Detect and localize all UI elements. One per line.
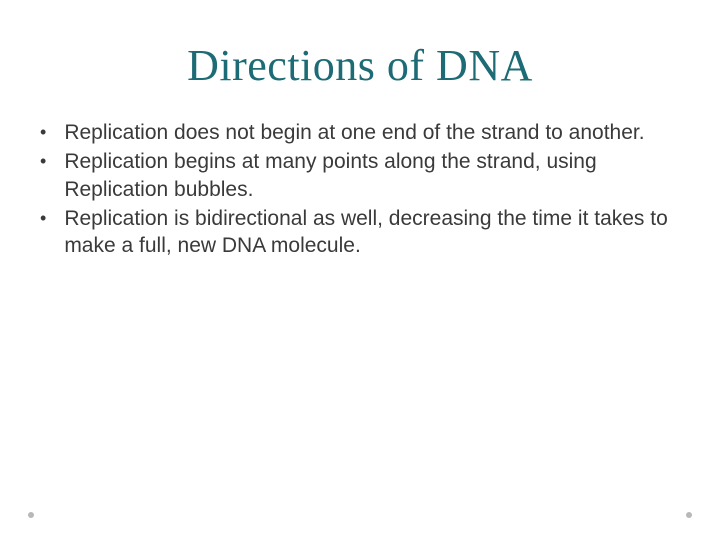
- bullet-text: Replication is bidirectional as well, de…: [64, 205, 680, 260]
- slide-title: Directions of DNA: [30, 40, 690, 91]
- bullet-marker-icon: •: [40, 207, 46, 230]
- list-item: • Replication begins at many points alon…: [40, 148, 680, 203]
- footer-decoration: [0, 512, 720, 518]
- list-item: • Replication is bidirectional as well, …: [40, 205, 680, 260]
- dot-icon: [686, 512, 692, 518]
- bullet-marker-icon: •: [40, 121, 46, 144]
- bullet-text: Replication begins at many points along …: [64, 148, 680, 203]
- bullet-list: • Replication does not begin at one end …: [30, 119, 690, 259]
- list-item: • Replication does not begin at one end …: [40, 119, 680, 146]
- slide-container: Directions of DNA • Replication does not…: [0, 0, 720, 540]
- dot-icon: [28, 512, 34, 518]
- bullet-marker-icon: •: [40, 150, 46, 173]
- bullet-text: Replication does not begin at one end of…: [64, 119, 680, 146]
